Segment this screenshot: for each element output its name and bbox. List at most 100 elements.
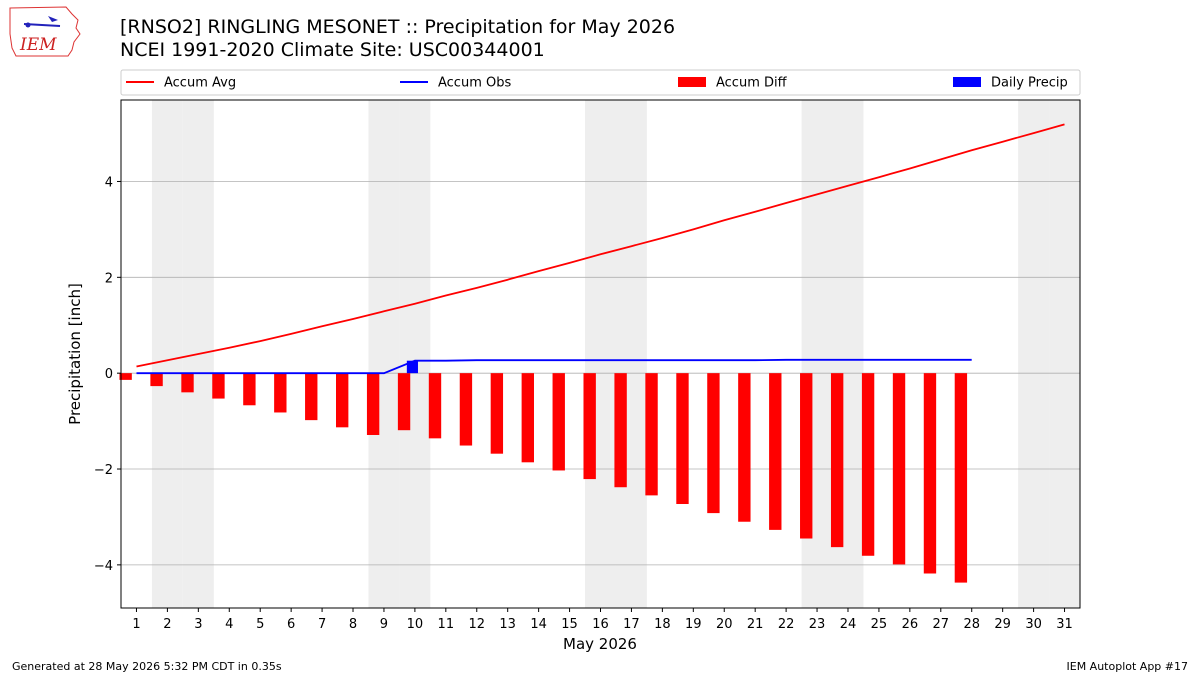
- x-axis-label: May 2026: [563, 635, 637, 653]
- x-tick-label-21: 21: [747, 617, 764, 632]
- accum-obs-line: [136, 358, 972, 375]
- accum-diff-bar-19: [676, 373, 689, 505]
- weekend-band-23: [801, 100, 833, 608]
- iem-logo: IEM: [9, 6, 81, 57]
- legend-accum-obs-label: Accum Obs: [438, 76, 511, 91]
- accum-diff-bar-6: [274, 373, 287, 413]
- generated-timestamp: Generated at 28 May 2026 5:32 PM CDT in …: [12, 660, 282, 673]
- legend-frame: [120, 69, 1081, 96]
- y-tick-label--4: −4: [94, 559, 113, 574]
- accum-diff-bar-5: [243, 373, 256, 406]
- x-tick-label-20: 20: [716, 617, 733, 632]
- accum-diff-bar-16: [583, 373, 596, 480]
- accum-diff-bar-2: [150, 373, 163, 387]
- accum-diff-bar-12: [459, 373, 473, 446]
- x-tick-label-4: 4: [225, 617, 233, 632]
- x-tick-label-22: 22: [778, 617, 795, 632]
- weekend-band-31: [1049, 100, 1080, 608]
- x-tick-label-23: 23: [809, 617, 826, 632]
- accum-diff-bar-18: [645, 373, 658, 496]
- grid-lines: [121, 181, 1080, 566]
- axis-ticks: 1 2 3 4 5 6 7 8 9 10 11 12 13 14 15 16 17 18 19 20 21 22 23 24 2…: [94, 175, 1073, 632]
- accum-diff-bar-1: [119, 373, 132, 380]
- accum-avg-line: [136, 123, 1065, 368]
- x-tick-label-31: 31: [1056, 617, 1073, 632]
- x-tick-label-25: 25: [871, 617, 888, 632]
- logo-text: IEM: [19, 35, 57, 55]
- weekend-band-24: [832, 100, 864, 608]
- x-tick-label-10: 10: [407, 617, 424, 632]
- accum-diff-bar-27: [923, 373, 937, 574]
- x-tick-label-9: 9: [380, 617, 388, 632]
- weather-icon-dot: [25, 22, 31, 28]
- weekend-band-30: [1018, 100, 1050, 608]
- daily-precip-bar-10: [406, 360, 418, 374]
- legend-daily-precip-label: Daily Precip: [991, 76, 1068, 91]
- x-tick-label-8: 8: [349, 617, 357, 632]
- weekend-band-2: [151, 100, 183, 608]
- plot-frame: [120, 99, 1081, 609]
- x-tick-label-24: 24: [840, 617, 857, 632]
- accum-diff-bar-14: [521, 373, 534, 463]
- accum-diff-bar-17: [614, 373, 627, 488]
- y-tick-label-0: 0: [105, 367, 113, 382]
- accum-diff-bar-10: [397, 373, 411, 431]
- x-tick-label-11: 11: [438, 617, 455, 632]
- app-credit: IEM Autoplot App #17: [1066, 660, 1189, 673]
- weekend-band-10: [399, 100, 431, 608]
- x-tick-label-16: 16: [592, 617, 609, 632]
- bars: [119, 360, 968, 583]
- x-tick-label-2: 2: [163, 617, 171, 632]
- accum-diff-bar-26: [892, 373, 906, 565]
- x-tick-label-28: 28: [963, 617, 980, 632]
- accum-diff-bar-4: [212, 373, 225, 399]
- legend-accum-avg-label: Accum Avg: [164, 76, 236, 91]
- wind-icon: [48, 16, 58, 22]
- y-axis-label: Precipitation [inch]: [66, 283, 84, 425]
- x-tick-label-3: 3: [194, 617, 202, 632]
- weekend-band-9: [368, 100, 400, 608]
- weekend-band-3: [182, 100, 214, 608]
- accum-diff-bar-22: [769, 373, 782, 530]
- x-tick-label-14: 14: [530, 617, 547, 632]
- y-tick-label-4: 4: [105, 175, 113, 190]
- accum-diff-bar-24: [830, 373, 844, 548]
- accum-diff-bar-21: [738, 373, 751, 522]
- x-tick-label-5: 5: [256, 617, 264, 632]
- accum-diff-bar-11: [428, 373, 442, 439]
- accum-diff-bar-8: [336, 373, 349, 428]
- x-tick-label-29: 29: [994, 617, 1011, 632]
- accum-diff-bar-3: [181, 373, 194, 393]
- x-tick-label-13: 13: [499, 617, 516, 632]
- x-tick-label-7: 7: [318, 617, 326, 632]
- x-tick-label-19: 19: [685, 617, 702, 632]
- legend-accum-diff-swatch: [678, 77, 706, 87]
- y-tick-label--2: −2: [94, 463, 113, 478]
- weekend-band-17: [615, 100, 647, 608]
- weekend-band-16: [585, 100, 616, 608]
- chart-title: [RNSO2] RINGLING MESONET :: Precipitatio…: [120, 16, 676, 38]
- accum-diff-bar-25: [861, 373, 875, 556]
- accum-diff-bar-20: [707, 373, 720, 514]
- accum-diff-bar-28: [954, 373, 968, 583]
- iowa-outline: [9, 6, 81, 57]
- accum-diff-bar-7: [305, 373, 318, 421]
- chart-subtitle: NCEI 1991-2020 Climate Site: USC00344001: [120, 39, 545, 61]
- y-tick-label-2: 2: [105, 271, 113, 286]
- x-tick-label-1: 1: [132, 617, 140, 632]
- legend-daily-precip-swatch: [953, 77, 981, 87]
- x-tick-label-30: 30: [1025, 617, 1042, 632]
- weekend-bands: [151, 100, 1080, 608]
- x-tick-label-15: 15: [561, 617, 578, 632]
- series-lines: [136, 123, 1065, 375]
- accum-diff-bar-9: [366, 373, 380, 435]
- accum-diff-bar-13: [490, 373, 504, 454]
- x-tick-label-18: 18: [654, 617, 671, 632]
- x-tick-label-27: 27: [933, 617, 950, 632]
- accum-diff-bar-15: [552, 373, 565, 471]
- legend: Accum Avg Accum Obs Accum Diff Daily Precip: [120, 69, 1081, 96]
- legend-accum-diff-label: Accum Diff: [716, 76, 788, 91]
- x-tick-label-6: 6: [287, 617, 295, 632]
- x-tick-label-17: 17: [623, 617, 640, 632]
